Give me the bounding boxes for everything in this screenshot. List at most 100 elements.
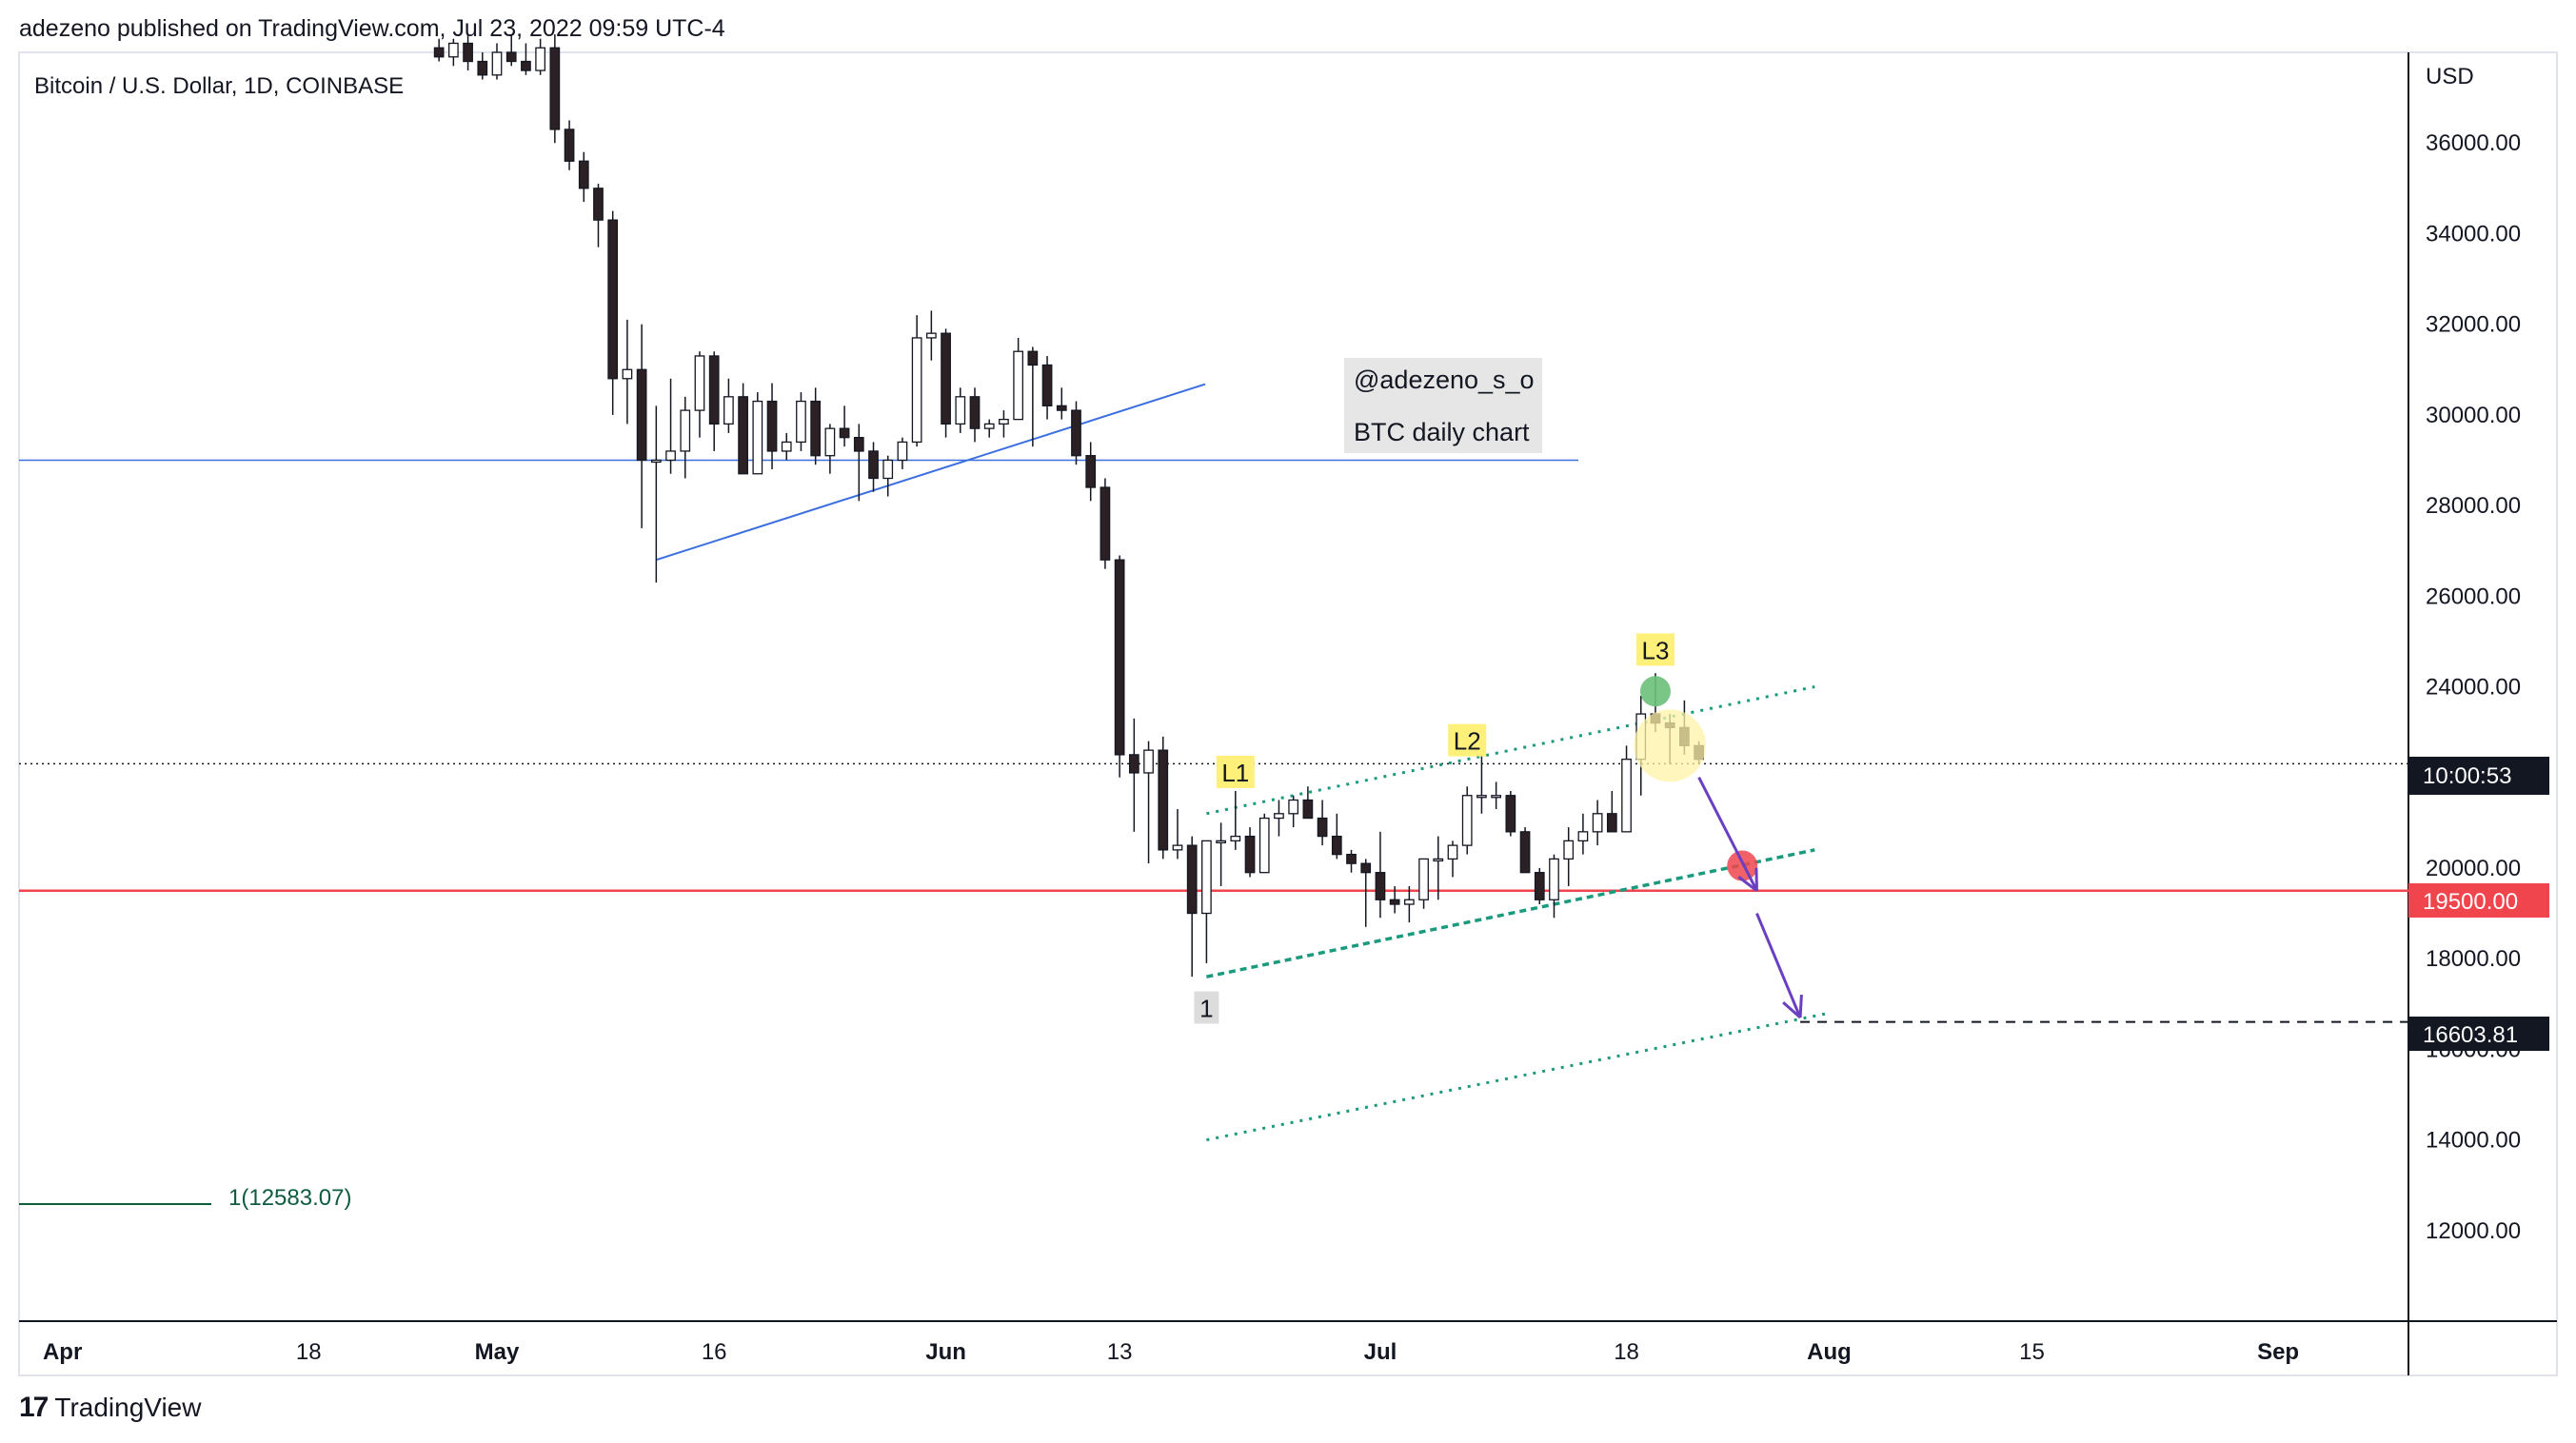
candle-body-up: [824, 427, 836, 457]
candle: [521, 43, 531, 75]
candle: [463, 33, 473, 71]
target-tag: 16603.81: [2423, 1022, 2518, 1048]
candle-body-up: [882, 459, 894, 480]
candle-body-up: [622, 368, 633, 380]
candle: [680, 396, 691, 479]
label-l2: L2: [1448, 723, 1487, 757]
candle-body-down: [941, 332, 951, 425]
candle-body-down: [1375, 872, 1386, 900]
trendlines: [656, 383, 1830, 1142]
time-tick-label: 15: [2019, 1339, 2045, 1365]
chart-pane-frame: [18, 51, 2558, 1376]
candle-body-down: [1389, 899, 1400, 905]
candle-body-down: [607, 219, 619, 380]
candle: [796, 392, 806, 451]
candle-body-up: [1201, 840, 1212, 915]
candle-body-up: [723, 396, 734, 425]
candle: [1317, 800, 1328, 846]
candle: [1505, 790, 1516, 837]
candle: [593, 184, 604, 247]
candle: [1244, 827, 1256, 878]
candle: [535, 38, 546, 75]
candle: [622, 319, 633, 425]
candle-body-up: [1461, 795, 1473, 846]
candle-body-up: [1433, 858, 1444, 862]
candle: [564, 120, 575, 170]
candle-body-up: [781, 441, 792, 452]
candle: [447, 38, 459, 67]
candle: [1172, 809, 1183, 860]
candle: [1346, 849, 1357, 873]
candle-body-up: [1563, 840, 1575, 860]
candle-body-up: [694, 355, 705, 411]
candle-body-up: [1403, 899, 1415, 905]
candle-body-down: [868, 450, 879, 480]
candle-body-up: [1549, 858, 1559, 900]
candle: [1274, 800, 1284, 837]
time-tick-label: May: [475, 1339, 520, 1365]
tradingview-logo[interactable]: 17 TradingView: [19, 1392, 201, 1424]
candle-body-down: [708, 355, 720, 425]
candle: [781, 432, 792, 461]
fib-label: 1(12583.07): [228, 1185, 351, 1211]
candle: [1563, 827, 1575, 886]
price-tick-label: 28000.00: [2426, 493, 2521, 519]
candle-body-down: [1158, 749, 1169, 851]
candle-body-down: [1056, 405, 1067, 411]
candle: [824, 424, 836, 474]
candle-body-down: [1534, 872, 1545, 900]
candle: [636, 324, 647, 528]
candle: [433, 38, 445, 62]
arrow-head: [1798, 994, 1803, 1018]
candle: [1186, 836, 1198, 978]
candle-body-up: [925, 332, 937, 339]
candle-body-up: [752, 400, 763, 475]
candle-body-down: [1505, 795, 1516, 833]
candle: [578, 151, 589, 203]
price-axis[interactable]: 36000.00 34000.00 32000.00 30000.00 28000.00…: [2426, 130, 2521, 1244]
candle: [911, 315, 922, 447]
time-tick-label: 18: [296, 1339, 322, 1365]
candle: [738, 383, 748, 475]
candle: [839, 405, 850, 447]
candle: [1201, 840, 1212, 963]
label-l1-bg: [1216, 755, 1255, 788]
candle-body-down: [578, 160, 589, 189]
price-tick-label: 12000.00: [2426, 1218, 2521, 1244]
candle-body-down: [505, 51, 517, 63]
currency-label: USD: [2426, 64, 2474, 89]
candle: [941, 328, 951, 438]
label-l3-text: L3: [1642, 636, 1670, 664]
red-marker: [1727, 850, 1758, 881]
support-tag: 19500.00: [2423, 889, 2518, 915]
candle-body-down: [564, 128, 575, 162]
candle-body-up: [1230, 835, 1241, 842]
candle-body-down: [853, 437, 864, 452]
label-l3: L3: [1635, 633, 1674, 666]
candle: [1433, 836, 1444, 900]
candle: [766, 383, 778, 469]
candle: [1230, 790, 1241, 850]
candle: [1418, 858, 1429, 909]
candle-body-up: [1592, 813, 1603, 833]
candle: [1143, 741, 1154, 864]
candle: [477, 52, 488, 80]
candle-body-up: [1621, 759, 1632, 833]
candle-body-down: [433, 47, 445, 58]
candle: [1302, 786, 1314, 820]
publisher-header: adezeno published on TradingView.com, Ju…: [19, 15, 725, 42]
candle: [752, 392, 763, 475]
time-axis[interactable]: Apr 18 May 16 Jun 13 Jul 18 Aug 15 Sep: [43, 1339, 2299, 1365]
candle: [868, 442, 879, 492]
candle-body-up: [665, 450, 676, 462]
time-tick-label: Aug: [1807, 1339, 1852, 1365]
projection-arrow-1: [1697, 777, 1758, 892]
candle-body-down: [1331, 835, 1342, 856]
candle: [1128, 718, 1139, 832]
candle: [1288, 795, 1299, 828]
candle-body-up: [535, 47, 546, 71]
candle-body-down: [839, 427, 850, 439]
candle-body-up: [1491, 795, 1502, 799]
green-marker: [1639, 676, 1671, 707]
